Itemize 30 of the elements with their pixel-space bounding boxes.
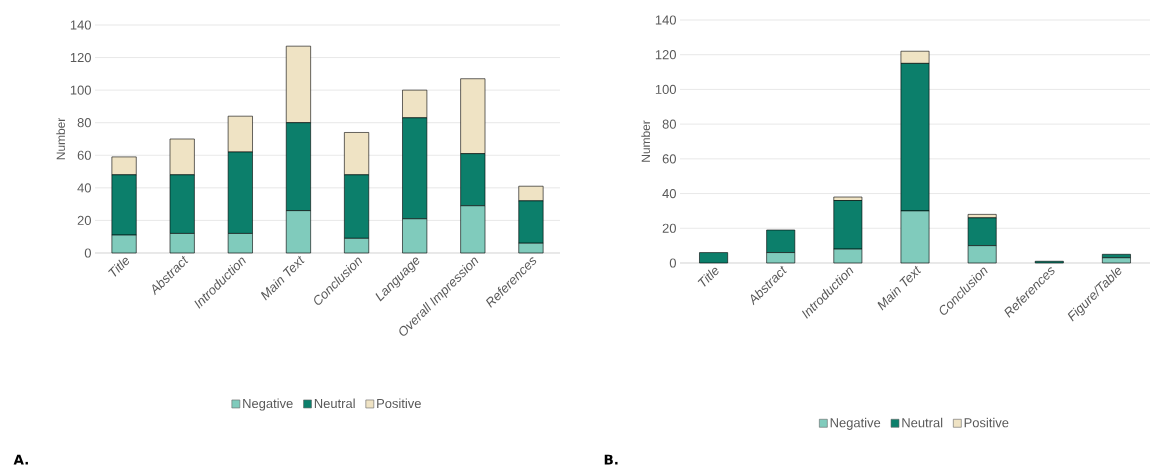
y-tick-label: 40 [662,188,676,199]
y-tick-label: 120 [655,50,676,60]
y-tick-label: 20 [662,223,676,233]
text: B. [604,454,618,465]
text: A. [13,454,28,465]
y-tick-label: 140 [70,20,91,30]
y-tick-label: 0 [669,258,676,268]
y-axis-title: Number [641,120,651,162]
x-tick-label: Title [697,267,719,287]
y-tick-label: 60 [662,154,676,164]
y-tick-label: 100 [70,85,91,95]
y-axis-title: Number [56,117,66,160]
legend-label: Positive [964,417,1009,428]
legend-label: Positive [377,398,421,409]
bar [699,252,728,264]
y-tick-label: 80 [662,119,676,129]
y-tick-label: 40 [77,183,91,193]
legend-label: Neutral [902,417,943,428]
y-tick-label: 0 [84,248,91,258]
x-tick-label: Title [108,257,129,277]
legend-label: Negative [243,398,293,411]
y-tick-label: 100 [655,84,676,94]
y-tick-label: 80 [77,118,91,128]
y-tick-label: 20 [77,215,91,225]
legend-label: Negative [830,417,881,430]
y-tick-label: 140 [655,15,676,25]
legend-label: Neutral [314,398,355,409]
y-tick-label: 120 [70,52,91,63]
y-tick-label: 60 [77,150,91,160]
bar [1102,257,1131,264]
